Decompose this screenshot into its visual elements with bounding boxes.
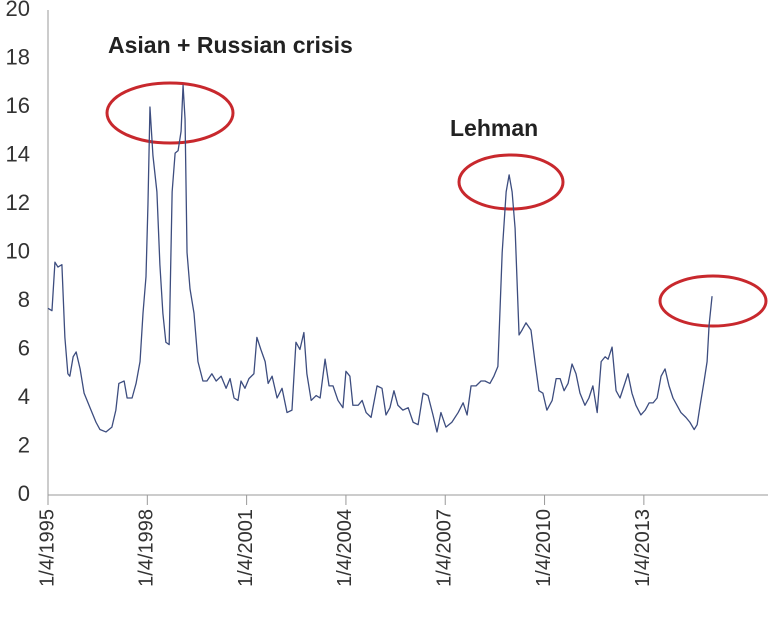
x-tick-label: 1/4/2010 <box>533 509 555 587</box>
x-tick-label: 1/4/2001 <box>235 509 257 587</box>
x-tick-label: 1/4/1995 <box>36 509 58 587</box>
x-tick-label: 1/4/1998 <box>136 509 158 587</box>
highlight-ellipse <box>105 81 235 145</box>
y-tick-label: 14 <box>6 141 30 166</box>
annotation: Lehman <box>450 115 538 141</box>
y-tick-label: 10 <box>6 238 30 263</box>
y-tick-label: 2 <box>18 432 30 457</box>
y-tick-label: 12 <box>6 190 30 215</box>
y-tick-label: 16 <box>6 93 30 118</box>
x-tick-label: 1/4/2013 <box>632 509 654 587</box>
y-tick-label: 20 <box>6 0 30 21</box>
data-line <box>47 84 713 433</box>
annotation: Asian + Russian crisis <box>108 32 353 58</box>
x-tick-label: 1/4/2004 <box>334 509 356 587</box>
y-tick-label: 6 <box>18 335 30 360</box>
y-tick-label: 8 <box>18 287 30 312</box>
x-tick-label: 1/4/2007 <box>434 509 456 587</box>
y-tick-label: 0 <box>18 481 30 506</box>
highlight-ellipse <box>658 274 768 328</box>
y-tick-label: 18 <box>6 44 30 69</box>
highlight-ellipse <box>457 153 565 211</box>
y-tick-label: 4 <box>18 384 30 409</box>
